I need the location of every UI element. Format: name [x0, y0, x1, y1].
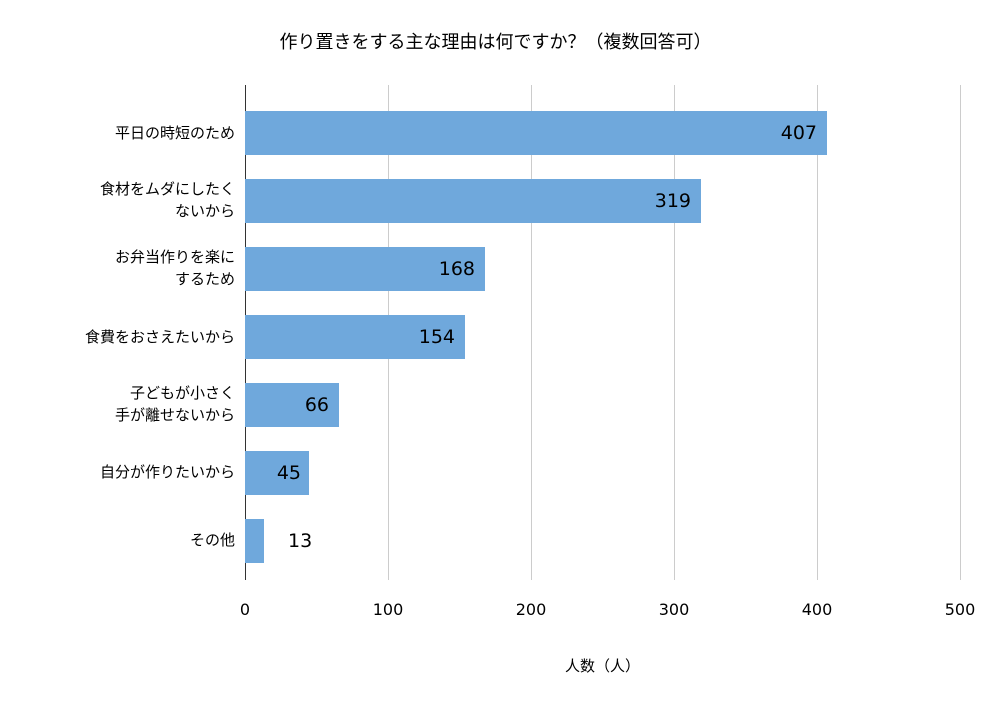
bar — [245, 179, 701, 223]
bar — [245, 315, 465, 359]
x-axis-title: 人数（人） — [564, 657, 640, 675]
bar — [245, 383, 339, 427]
category-label: お弁当作りを楽に するため — [5, 246, 235, 290]
bar — [245, 451, 309, 495]
category-label: その他 — [5, 529, 235, 551]
category-label-line: 自分が作りたいから — [99, 463, 235, 481]
data-label: 407 — [780, 122, 817, 144]
x-tick-label: 400 — [801, 600, 833, 619]
gridline — [531, 85, 532, 580]
x-tick-label: 100 — [372, 600, 404, 619]
data-label: 45 — [276, 462, 301, 484]
x-tick-label: 500 — [944, 600, 976, 619]
category-label-line: 食費をおさえたいから — [84, 328, 235, 346]
gridline — [817, 85, 818, 580]
category-label: 子どもが小さく 手が離せないから — [5, 382, 235, 426]
category-label-line: お弁当作りを楽に — [114, 248, 235, 266]
category-label-line: ないから — [174, 202, 235, 220]
data-label: 66 — [304, 394, 329, 416]
bar — [245, 519, 264, 563]
chart-title: 作り置きをする主な理由は何ですか？（複数回答可） — [279, 32, 712, 53]
gridline — [674, 85, 675, 580]
plot-area: 407 319 168 154 66 45 13 — [245, 85, 961, 580]
bar — [245, 111, 827, 155]
data-label: 154 — [418, 326, 455, 348]
category-label: 食材をムダにしたく ないから — [5, 178, 235, 222]
category-label-line: するため — [174, 270, 235, 288]
data-label: 168 — [438, 258, 475, 280]
category-label-line: 食材をムダにしたく — [99, 180, 235, 198]
category-label-line: 子どもが小さく — [129, 384, 235, 402]
bar — [245, 247, 485, 291]
x-tick-label: 300 — [658, 600, 690, 619]
data-label: 13 — [288, 530, 313, 552]
category-label: 平日の時短のため — [5, 122, 235, 144]
category-label-line: その他 — [189, 531, 235, 549]
gridline — [960, 85, 961, 580]
x-tick-label: 200 — [515, 600, 547, 619]
x-tick-label: 0 — [239, 600, 251, 619]
category-label-line: 手が離せないから — [114, 406, 235, 424]
data-label: 319 — [654, 190, 691, 212]
category-label-line: 平日の時短のため — [114, 124, 235, 142]
category-label: 食費をおさえたいから — [5, 326, 235, 348]
category-label: 自分が作りたいから — [5, 461, 235, 483]
